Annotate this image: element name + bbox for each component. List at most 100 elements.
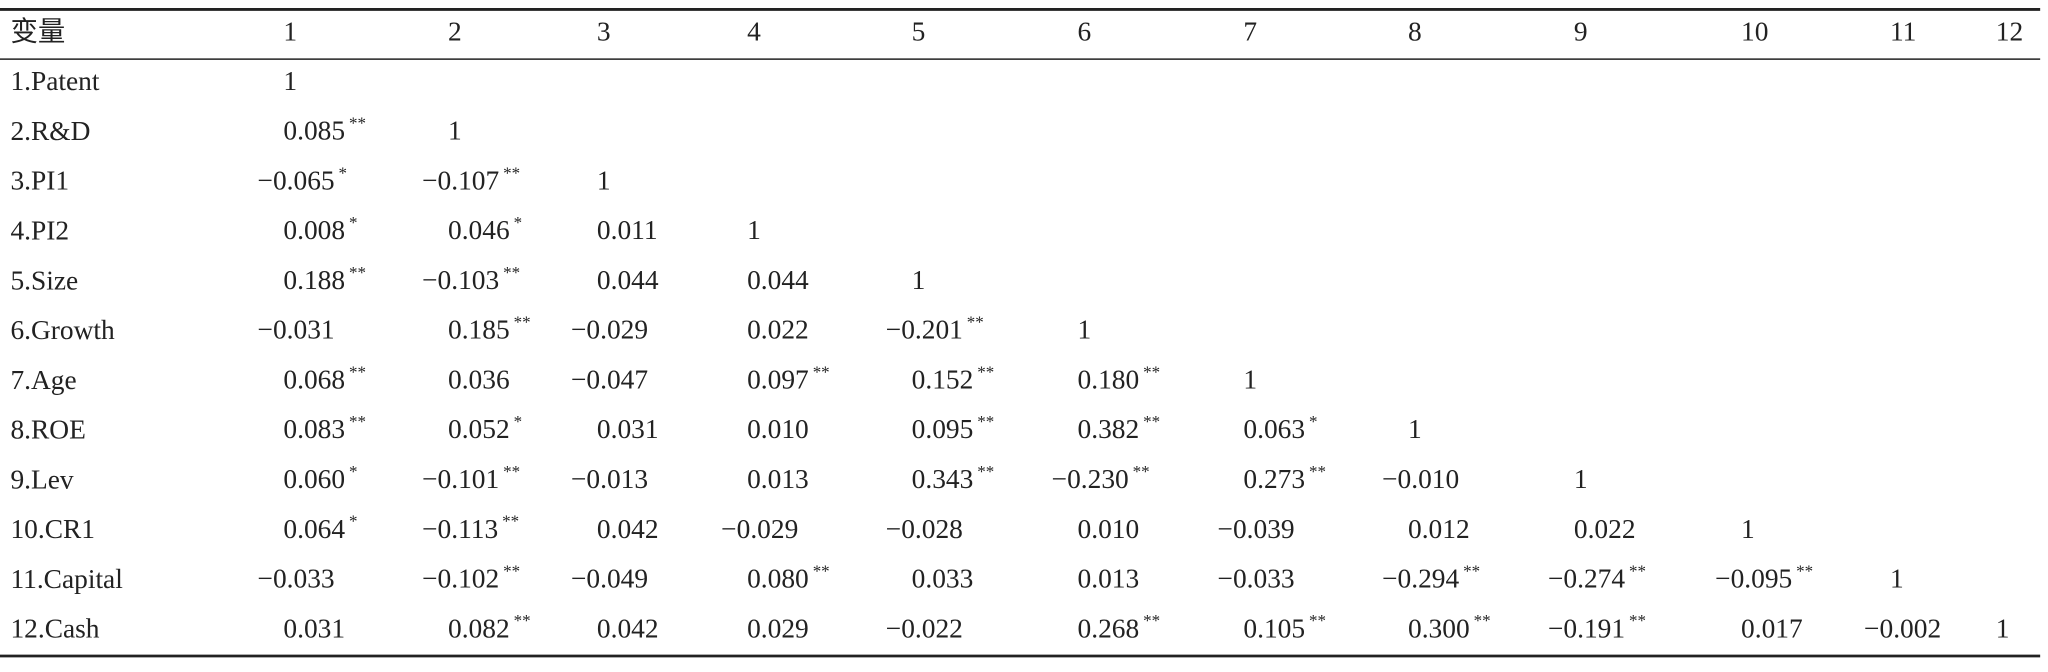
cell-value: 0.013 — [747, 464, 809, 494]
cell-value: −0.107 — [422, 166, 499, 196]
cell-value: −0.010 — [1382, 464, 1459, 494]
significance: ** — [1629, 561, 1646, 580]
cell-value: 0.008 — [283, 216, 345, 246]
significance: ** — [977, 462, 994, 481]
cell: 0.044 — [747, 265, 809, 295]
cell: −0.294 ** — [1382, 561, 1480, 594]
cell: −0.029 — [571, 315, 648, 345]
cell-value: 0.300 — [1408, 614, 1470, 644]
cell-value: 0.012 — [1408, 514, 1470, 544]
header-cell: 4 — [747, 17, 761, 47]
significance: * — [514, 412, 522, 431]
cell: 0.031 — [597, 415, 659, 445]
row-label: 4.PI2 — [10, 216, 69, 246]
cell-value: 0.044 — [747, 265, 809, 295]
cell: 0.083 ** — [283, 412, 366, 445]
header-cell: 8 — [1408, 17, 1422, 47]
cell: 0.105 ** — [1243, 611, 1326, 644]
cell-value: −0.095 — [1715, 564, 1792, 594]
significance: ** — [967, 312, 984, 331]
cell: 0.031 — [283, 614, 345, 644]
header-cell: 7 — [1243, 17, 1257, 47]
cell: −0.002 — [1864, 614, 1941, 644]
cell: 0.044 — [597, 265, 659, 295]
row-label: 6.Growth — [10, 315, 115, 345]
cell-value: −0.102 — [422, 564, 499, 594]
header-cell: 1 — [283, 17, 297, 47]
significance: * — [1309, 412, 1317, 431]
cell: 0.042 — [597, 614, 659, 644]
cell: 1 — [1741, 514, 1755, 544]
cell: 1 — [1243, 365, 1257, 395]
significance: ** — [1133, 462, 1150, 481]
cell-value: −0.022 — [886, 614, 963, 644]
cell: 0.029 — [747, 614, 809, 644]
significance: ** — [1143, 611, 1160, 630]
cell: −0.107 ** — [422, 163, 520, 196]
row-label: 5.Size — [10, 265, 78, 295]
significance: ** — [349, 412, 366, 431]
cell: 1 — [283, 66, 297, 96]
cell-value: −0.002 — [1864, 614, 1941, 644]
significance: ** — [349, 263, 366, 282]
cell-value: 1 — [912, 265, 926, 295]
cell: 0.012 — [1408, 514, 1470, 544]
row-label: 10.CR1 — [10, 514, 95, 544]
row-label: 2.R&D — [10, 116, 90, 146]
cell-value: 0.185 — [448, 315, 510, 345]
cell: −0.031 — [258, 315, 335, 345]
significance: ** — [503, 561, 520, 580]
cell: 0.060 * — [283, 462, 357, 495]
cell: 0.188 ** — [283, 263, 366, 296]
cell: 1 — [1996, 614, 2010, 644]
cell-value: −0.103 — [422, 265, 499, 295]
cell-value: 0.036 — [448, 365, 510, 395]
cell-value: 1 — [1890, 564, 1904, 594]
cell: 0.273 ** — [1243, 462, 1326, 495]
cell: 0.382 ** — [1078, 412, 1161, 445]
significance: ** — [503, 462, 520, 481]
cell-value: −0.029 — [571, 315, 648, 345]
cell-value: −0.294 — [1382, 564, 1459, 594]
cell-value: 0.044 — [597, 265, 659, 295]
cell-value: 0.042 — [597, 514, 659, 544]
cell: 0.013 — [747, 464, 809, 494]
cell: 0.152 ** — [912, 362, 995, 395]
cell: 0.046 * — [448, 213, 522, 246]
cell: 1 — [1078, 315, 1092, 345]
cell-value: −0.101 — [422, 464, 499, 494]
cell: 0.036 — [448, 365, 510, 395]
significance: ** — [1309, 611, 1326, 630]
cell-value: −0.029 — [721, 514, 798, 544]
cell: −0.191 ** — [1548, 611, 1646, 644]
cell-value: 1 — [448, 116, 462, 146]
cell-value: 1 — [747, 216, 761, 246]
cell-value: 0.082 — [448, 614, 510, 644]
cell: −0.113 ** — [422, 512, 519, 545]
cell: 0.010 — [1078, 514, 1140, 544]
cell-value: 1 — [597, 166, 611, 196]
cell-value: −0.033 — [1218, 564, 1295, 594]
cell: 1 — [747, 216, 761, 246]
cell: 1 — [597, 166, 611, 196]
header-cell: 11 — [1890, 17, 1916, 47]
cell: 1 — [1574, 464, 1588, 494]
cell: 0.010 — [747, 415, 809, 445]
cell: 0.013 — [1078, 564, 1140, 594]
significance: ** — [1629, 611, 1646, 630]
cell: 1 — [1890, 564, 1904, 594]
cell-value: 0.085 — [283, 116, 345, 146]
cell: −0.201 ** — [886, 312, 984, 345]
significance: * — [339, 163, 347, 182]
cell: −0.274 ** — [1548, 561, 1646, 594]
row-label: 11.Capital — [10, 564, 123, 594]
significance: ** — [1309, 462, 1326, 481]
significance: ** — [503, 163, 520, 182]
significance: ** — [502, 512, 519, 531]
cell-value: 0.017 — [1741, 614, 1803, 644]
cell: −0.049 — [571, 564, 648, 594]
cell: 0.022 — [747, 315, 809, 345]
cell-value: −0.039 — [1218, 514, 1295, 544]
cell-value: 0.083 — [283, 415, 345, 445]
cell: 0.033 — [912, 564, 974, 594]
